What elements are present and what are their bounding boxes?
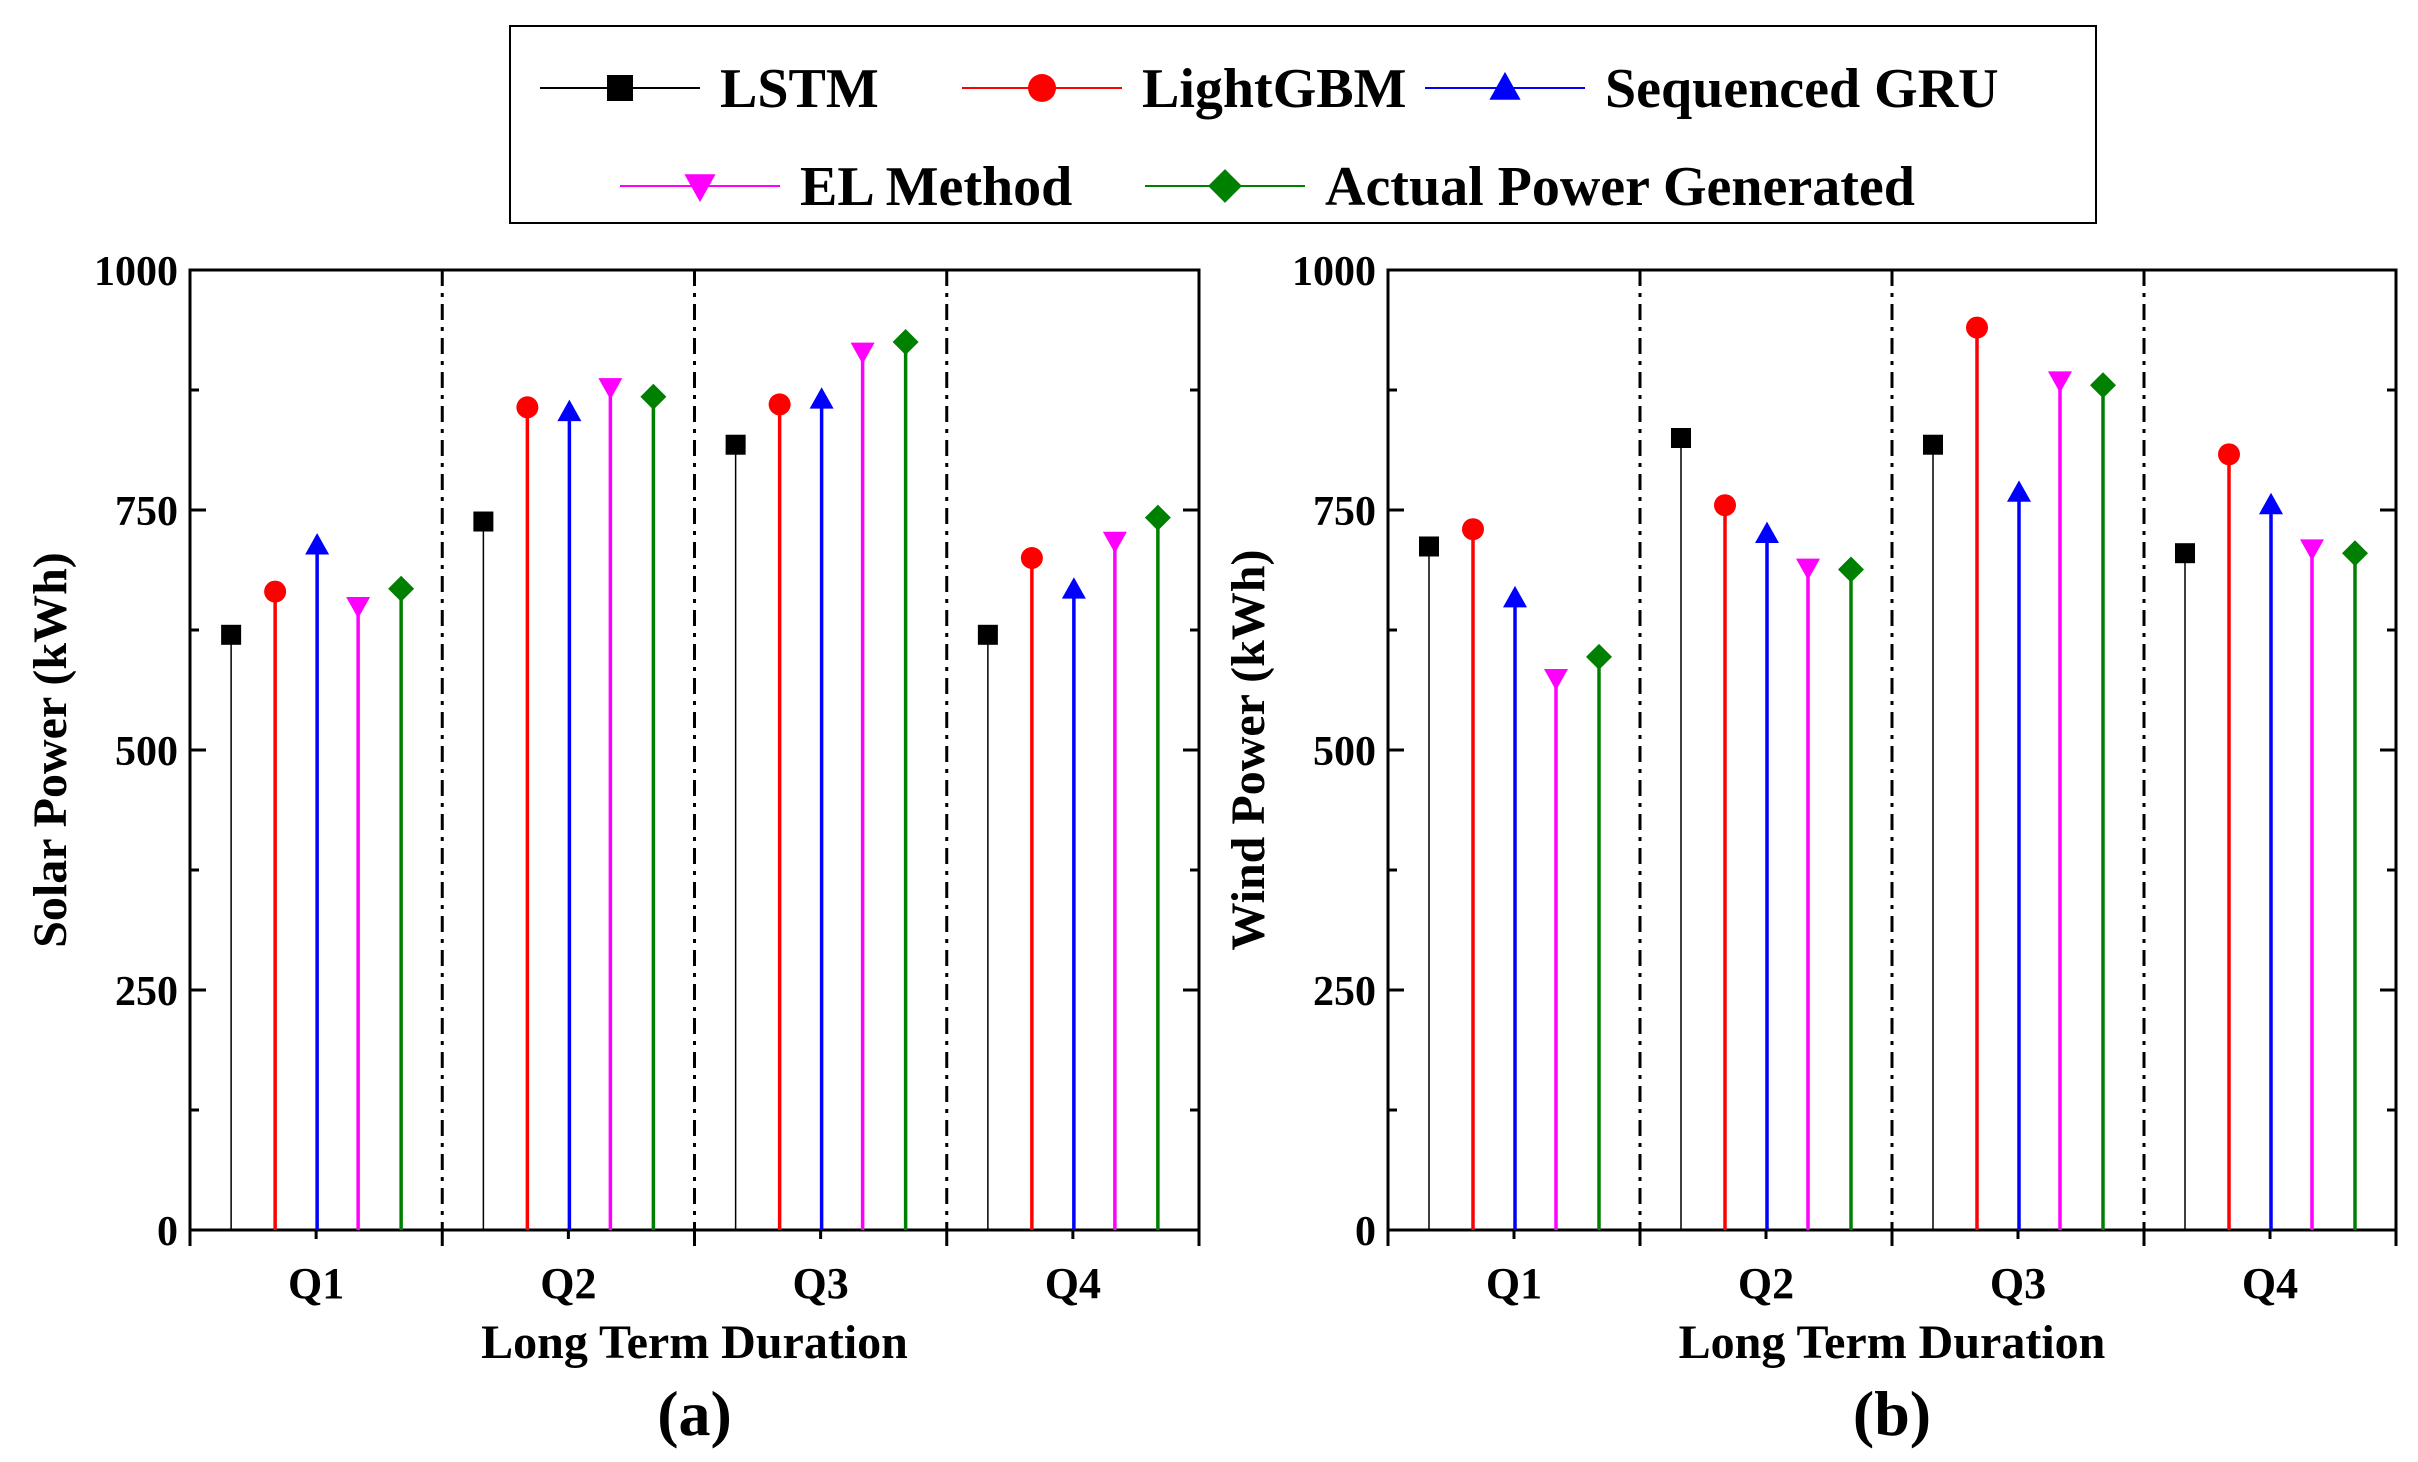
point-actual-power-generated-q1 [388, 575, 415, 602]
legend-marker-sequenced-gru [1489, 71, 1521, 100]
y-tick-label: 750 [1313, 489, 1376, 535]
chart-panel-wind: 0 250 500 750 1000 Q1 Q2 Q3 Q4 Long Term Duration… [1222, 249, 2398, 1449]
point-el-method-q3 [850, 342, 875, 364]
point-lstm-q4 [977, 624, 998, 645]
y-tick-label: 0 [1355, 1209, 1376, 1255]
legend-label-sequenced-gru: Sequenced GRU [1605, 58, 1999, 120]
point-sequenced-gru-q4 [1061, 577, 1086, 599]
legend-box [509, 25, 2097, 224]
x-axis-title: Long Term Duration [481, 1316, 908, 1369]
point-lightgbm-q4 [1020, 547, 1043, 569]
point-lstm-q4 [2175, 543, 2195, 564]
point-lstm-q3 [1923, 434, 1943, 455]
x-tick-label-q2: Q2 [540, 1259, 596, 1308]
point-sequenced-gru-q3 [809, 387, 834, 409]
y-tick-label: 250 [1313, 969, 1376, 1015]
point-lightgbm-q2 [516, 396, 539, 419]
series-el-method [1544, 371, 2324, 1230]
legend-marker-lightgbm [1028, 74, 1056, 102]
x-tick-label-q4: Q4 [2242, 1259, 2298, 1308]
series-lstm [221, 434, 998, 1230]
point-lightgbm-q4 [2218, 443, 2240, 466]
y-tick-label: 1000 [1292, 249, 1376, 295]
legend-item-el-method: EL Method [620, 156, 1072, 218]
legend-marker-el-method [684, 174, 716, 203]
point-el-method-q2 [1796, 558, 1820, 580]
legend-item-lstm: LSTM [540, 58, 879, 120]
y-tick-label: 1000 [94, 249, 178, 295]
legend-marker-lstm [607, 75, 633, 101]
point-actual-power-generated-q3 [2090, 372, 2116, 399]
y-axis-title: Wind Power (kWh) [1222, 550, 1275, 951]
point-el-method-q2 [598, 378, 623, 400]
point-el-method-q3 [2048, 371, 2072, 393]
point-lstm-q2 [473, 511, 494, 532]
x-tick-label-q1: Q1 [288, 1259, 344, 1308]
point-el-method-q4 [2300, 539, 2324, 561]
series-lightgbm [1462, 316, 2240, 1230]
panel-label: (a) [657, 1378, 732, 1449]
point-actual-power-generated-q2 [1838, 556, 1864, 583]
point-el-method-q1 [1544, 669, 1568, 691]
point-lightgbm-q3 [1966, 316, 1988, 339]
point-lstm-q1 [221, 624, 242, 645]
series-lightgbm [264, 393, 1043, 1230]
point-lstm-q1 [1419, 536, 1439, 557]
point-actual-power-generated-q4 [2342, 540, 2368, 567]
point-sequenced-gru-q2 [557, 399, 582, 422]
point-sequenced-gru-q3 [2007, 480, 2031, 502]
point-lstm-q3 [725, 434, 746, 455]
y-tick-label: 750 [115, 489, 178, 535]
point-lightgbm-q1 [1462, 518, 1484, 541]
legend-label-el-method: EL Method [800, 156, 1072, 218]
point-lightgbm-q3 [768, 393, 791, 416]
point-actual-power-generated-q3 [892, 329, 919, 355]
point-el-method-q4 [1102, 531, 1127, 554]
x-tick-label-q3: Q3 [1990, 1259, 2046, 1308]
legend: LSTM LightGBM Sequenced GRU EL Method Actual… [509, 25, 2097, 224]
point-sequenced-gru-q1 [305, 533, 330, 555]
x-tick-label-q2: Q2 [1738, 1259, 1794, 1308]
legend-label-actual-power-generated: Actual Power Generated [1325, 156, 1915, 218]
y-axis-title: Solar Power (kWh) [24, 552, 77, 948]
series-el-method [346, 342, 1127, 1230]
point-actual-power-generated-q1 [1586, 643, 1612, 670]
x-tick-label-q3: Q3 [793, 1259, 849, 1308]
x-tick-label-q1: Q1 [1486, 1259, 1542, 1308]
point-lstm-q2 [1671, 428, 1691, 448]
y-tick-label: 250 [115, 969, 178, 1015]
legend-item-actual-power-generated: Actual Power Generated [1145, 156, 1915, 218]
x-tick-label-q4: Q4 [1045, 1259, 1101, 1308]
legend-label-lstm: LSTM [720, 58, 879, 120]
point-actual-power-generated-q2 [640, 383, 667, 410]
panel-label: (b) [1853, 1378, 1931, 1449]
point-sequenced-gru-q4 [2259, 492, 2283, 515]
point-sequenced-gru-q2 [1755, 521, 1779, 543]
x-axis-title: Long Term Duration [1679, 1316, 2106, 1369]
point-el-method-q1 [346, 597, 371, 619]
y-tick-label: 500 [1313, 729, 1376, 775]
chart-panel-solar: 0 250 500 750 1000 Q1 Q2 Q3 Q4 Long Term Duration… [24, 249, 1201, 1449]
series-lstm [1419, 428, 2195, 1230]
series-actual-power-generated [1586, 372, 2368, 1230]
y-tick-label: 500 [115, 729, 178, 775]
legend-item-sequenced-gru: Sequenced GRU [1425, 58, 1999, 120]
legend-label-lightgbm: LightGBM [1142, 58, 1406, 120]
legend-marker-actual-power-generated [1208, 169, 1242, 203]
series-actual-power-generated [388, 329, 1171, 1230]
series-sequenced-gru [305, 387, 1086, 1230]
legend-item-lightgbm: LightGBM [962, 58, 1406, 120]
point-lightgbm-q1 [264, 580, 287, 603]
point-lightgbm-q2 [1714, 494, 1736, 517]
y-tick-label: 0 [157, 1209, 178, 1255]
point-actual-power-generated-q4 [1144, 504, 1171, 531]
point-sequenced-gru-q1 [1503, 585, 1527, 608]
series-sequenced-gru [1503, 480, 2283, 1230]
